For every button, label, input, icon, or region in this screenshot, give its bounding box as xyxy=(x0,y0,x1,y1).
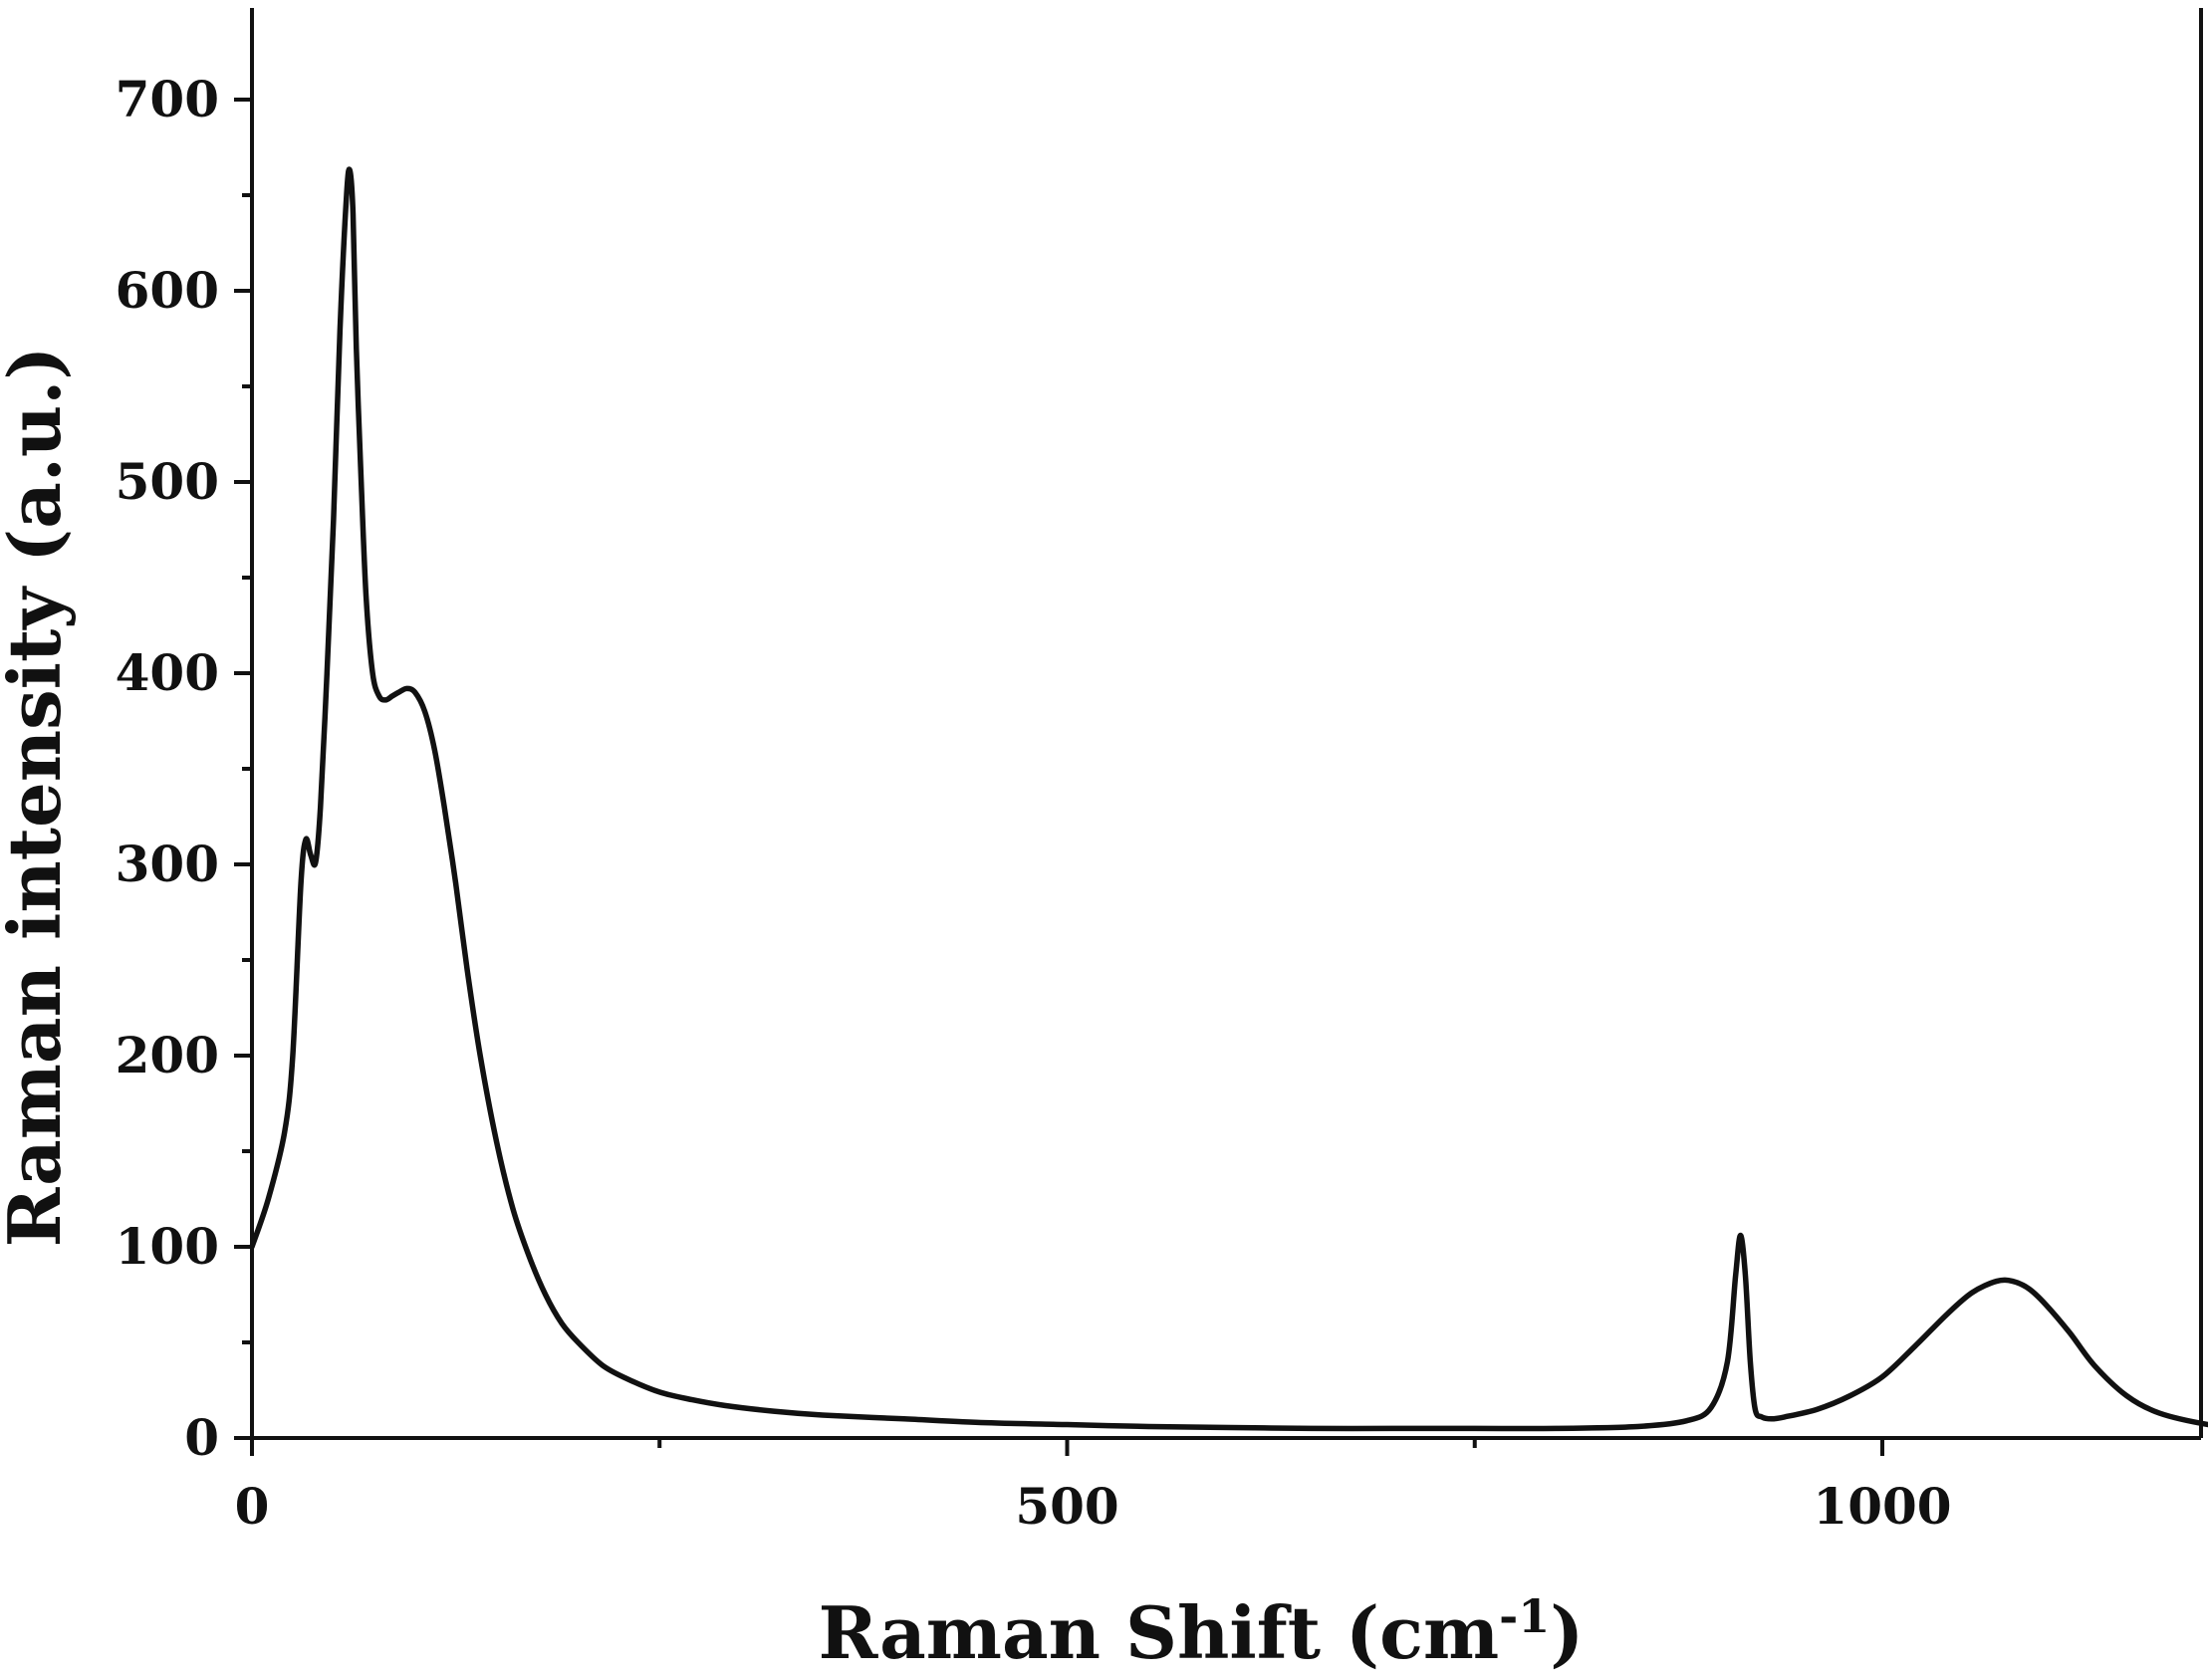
y-tick-label: 300 xyxy=(116,835,219,893)
x-tick-labels: 050010001500 xyxy=(235,1477,1952,1536)
plot-frame xyxy=(250,8,2203,1440)
y-tick-label: 400 xyxy=(116,643,219,702)
x-tick-label: 0 xyxy=(235,1477,270,1536)
x-tick-label: 1000 xyxy=(1813,1477,1951,1536)
y-axis-title: Raman intensity (a.u.) xyxy=(0,347,77,1248)
y-tick-label: 600 xyxy=(116,261,219,320)
y-tick-label: 100 xyxy=(116,1217,219,1276)
x-axis-title-main: Raman Shift (cm xyxy=(819,1590,1499,1675)
y-tick-label: 0 xyxy=(184,1408,219,1467)
x-tick-label: 500 xyxy=(1015,1477,1118,1536)
y-tick-labels: 0 100 200 300 400 500 600 700 xyxy=(116,70,219,1467)
y-tick-label: 200 xyxy=(116,1026,219,1084)
x-axis-title-superscript: -1 xyxy=(1499,1589,1550,1643)
x-axis-title-end: ) xyxy=(1550,1590,1584,1675)
raman-spectrum-line xyxy=(249,166,2208,1432)
y-tick-label: 700 xyxy=(116,70,219,128)
y-tick-label: 500 xyxy=(116,452,219,511)
x-axis-title: Raman Shift (cm-1) xyxy=(819,1589,1585,1675)
